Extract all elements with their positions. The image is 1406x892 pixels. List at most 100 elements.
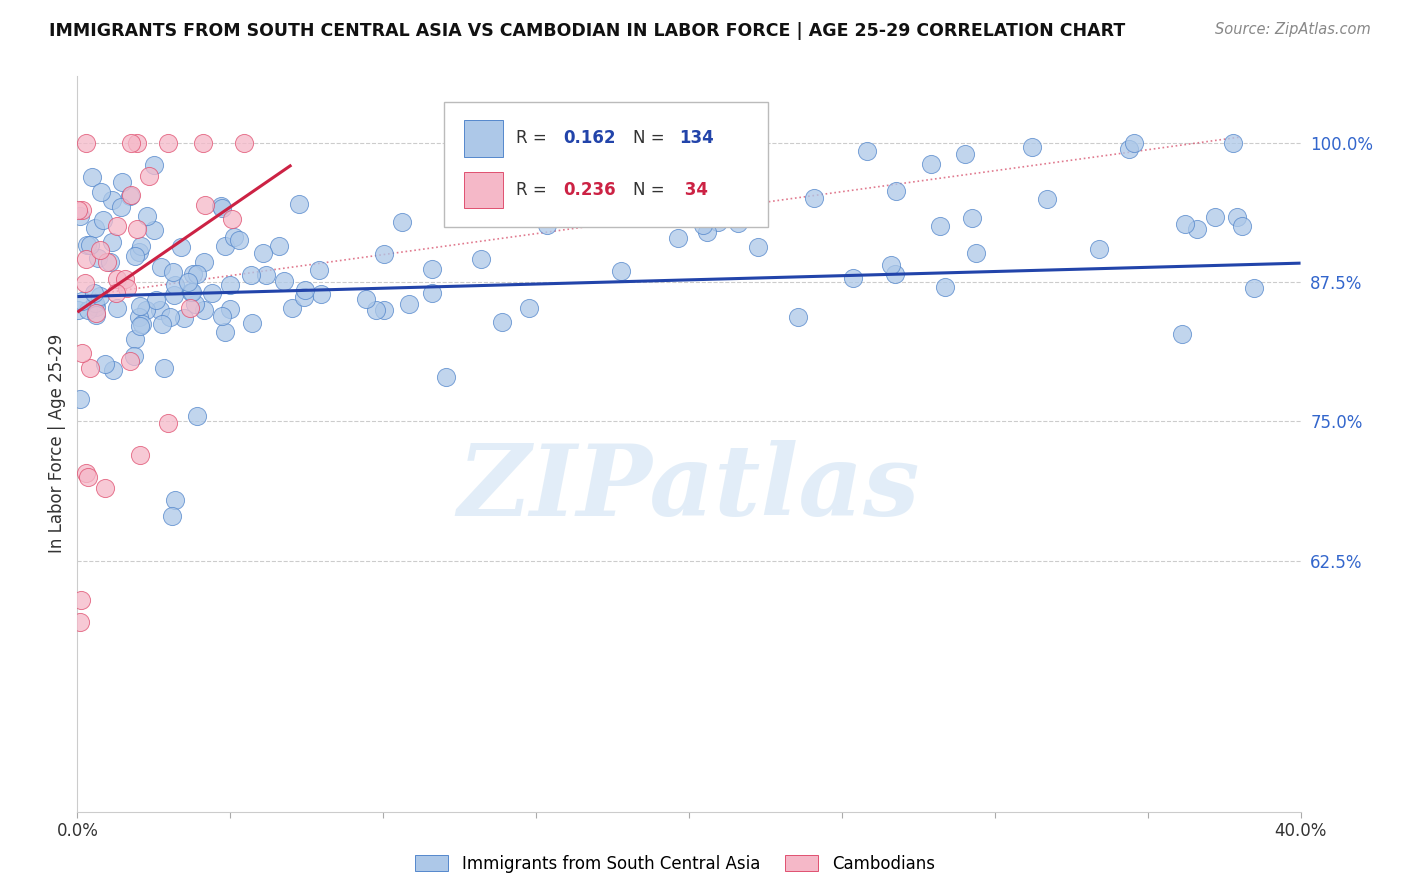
- Point: [214, 325, 236, 339]
- Point: [252, 246, 274, 260]
- Text: R =: R =: [516, 181, 553, 199]
- Point: [152, 361, 174, 376]
- Point: [186, 267, 208, 281]
- Point: [76, 303, 98, 318]
- Point: [79, 237, 101, 252]
- Point: [883, 267, 905, 281]
- Point: [707, 215, 730, 229]
- Point: [105, 301, 128, 315]
- Point: [105, 271, 128, 285]
- Text: Source: ZipAtlas.com: Source: ZipAtlas.com: [1215, 22, 1371, 37]
- Point: [67, 202, 90, 217]
- Point: [135, 209, 157, 223]
- Point: [160, 509, 183, 524]
- Point: [491, 315, 513, 329]
- Point: [87, 251, 110, 265]
- Point: [128, 245, 150, 260]
- Text: R =: R =: [516, 129, 553, 147]
- Point: [70, 592, 93, 607]
- Point: [398, 297, 420, 311]
- Point: [135, 302, 157, 317]
- Point: [228, 233, 250, 247]
- Point: [120, 353, 142, 368]
- Point: [83, 286, 105, 301]
- Point: [610, 264, 633, 278]
- FancyBboxPatch shape: [464, 171, 503, 209]
- Point: [91, 212, 114, 227]
- Point: [842, 271, 865, 285]
- Point: [124, 332, 146, 346]
- Point: [281, 301, 304, 315]
- Point: [1173, 217, 1195, 231]
- Point: [120, 136, 142, 150]
- Point: [724, 176, 747, 190]
- Point: [145, 293, 167, 307]
- Point: [1204, 210, 1226, 224]
- Point: [69, 615, 91, 630]
- Point: [159, 310, 181, 325]
- Point: [127, 221, 149, 235]
- Point: [103, 363, 125, 377]
- Text: N =: N =: [633, 181, 669, 199]
- Point: [292, 290, 315, 304]
- Point: [84, 305, 107, 319]
- Point: [79, 361, 101, 376]
- Point: [960, 211, 983, 226]
- Point: [181, 268, 204, 282]
- Point: [727, 216, 749, 230]
- Point: [420, 286, 443, 301]
- Point: [554, 197, 576, 211]
- Point: [96, 255, 118, 269]
- Point: [1088, 242, 1111, 256]
- Point: [364, 303, 387, 318]
- Point: [692, 218, 714, 232]
- Point: [122, 350, 145, 364]
- Point: [72, 345, 94, 359]
- Point: [89, 289, 111, 303]
- Point: [143, 158, 166, 172]
- Text: 34: 34: [679, 181, 709, 199]
- Point: [191, 136, 214, 150]
- Point: [76, 238, 98, 252]
- Point: [163, 288, 186, 302]
- Point: [114, 271, 136, 285]
- Point: [149, 260, 172, 274]
- Point: [880, 258, 903, 272]
- Point: [1185, 222, 1208, 236]
- Point: [90, 186, 112, 200]
- Point: [218, 277, 240, 292]
- Point: [84, 221, 107, 235]
- Point: [747, 240, 769, 254]
- Point: [82, 170, 104, 185]
- Point: [157, 136, 180, 150]
- Point: [163, 277, 186, 292]
- Point: [803, 191, 825, 205]
- Point: [110, 200, 132, 214]
- Point: [150, 317, 173, 331]
- Text: N =: N =: [633, 129, 669, 147]
- FancyBboxPatch shape: [444, 102, 769, 227]
- Legend: Immigrants from South Central Asia, Cambodians: Immigrants from South Central Asia, Camb…: [408, 848, 942, 880]
- Point: [69, 392, 91, 406]
- Point: [886, 184, 908, 198]
- Point: [101, 193, 124, 207]
- Point: [727, 164, 749, 178]
- Point: [787, 310, 810, 324]
- Point: [294, 283, 316, 297]
- Point: [194, 198, 217, 212]
- Point: [221, 212, 243, 227]
- Point: [1118, 142, 1140, 156]
- Point: [170, 240, 193, 254]
- Point: [193, 254, 215, 268]
- Point: [1222, 136, 1244, 150]
- Point: [98, 255, 121, 269]
- Point: [1243, 281, 1265, 295]
- Point: [211, 201, 233, 215]
- Point: [143, 223, 166, 237]
- Point: [1036, 192, 1059, 206]
- Point: [953, 147, 976, 161]
- Point: [218, 301, 240, 316]
- FancyBboxPatch shape: [464, 120, 503, 157]
- Point: [856, 145, 879, 159]
- Point: [77, 470, 100, 484]
